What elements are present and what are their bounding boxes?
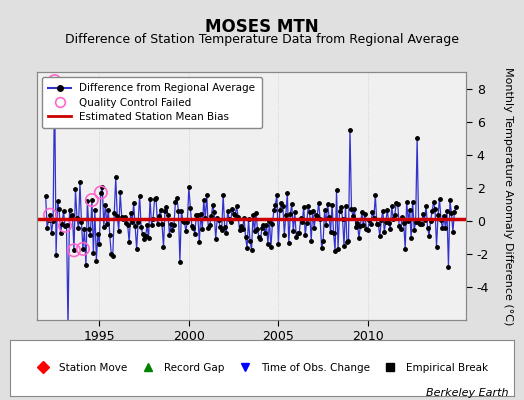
- Y-axis label: Monthly Temperature Anomaly Difference (°C): Monthly Temperature Anomaly Difference (…: [503, 67, 513, 325]
- Point: [61, 223, 69, 229]
- Text: MOSES MTN: MOSES MTN: [205, 18, 319, 36]
- Point: [64, 325, 72, 332]
- Point: [50, 78, 59, 84]
- Point: [96, 189, 105, 196]
- Text: Difference of Station Temperature Data from Regional Average: Difference of Station Temperature Data f…: [65, 33, 459, 46]
- Point: [46, 212, 54, 218]
- Legend: Difference from Regional Average, Quality Control Failed, Estimated Station Mean: Difference from Regional Average, Qualit…: [42, 77, 261, 128]
- Point: [88, 197, 96, 203]
- Text: Berkeley Earth: Berkeley Earth: [426, 388, 508, 398]
- Point: [79, 246, 87, 252]
- Point: [70, 247, 78, 254]
- Legend: Station Move, Record Gap, Time of Obs. Change, Empirical Break: Station Move, Record Gap, Time of Obs. C…: [31, 359, 493, 377]
